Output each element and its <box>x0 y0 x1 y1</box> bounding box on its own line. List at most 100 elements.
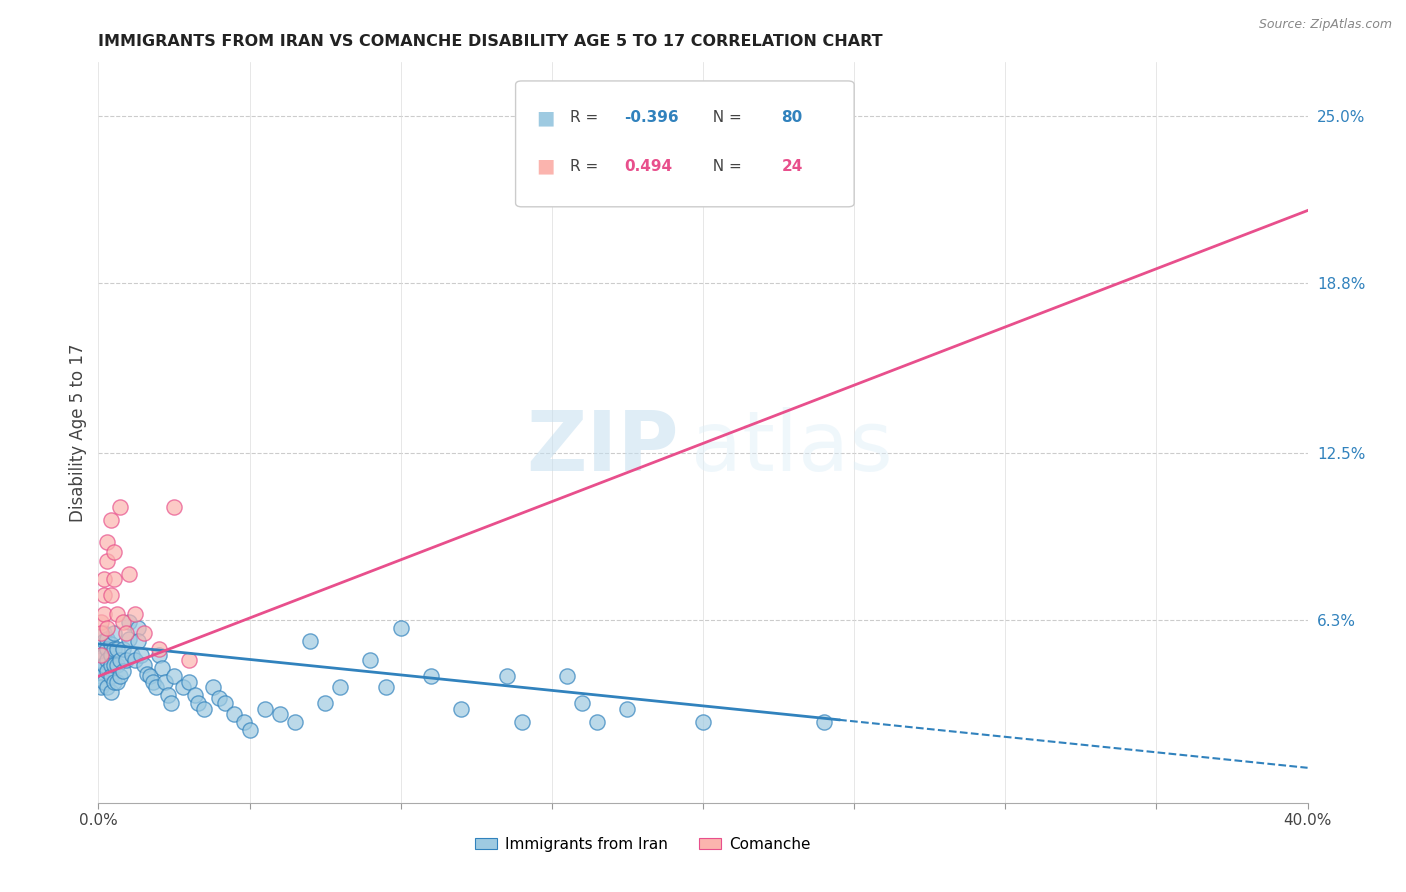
Point <box>93 658 115 673</box>
Point <box>93 626 115 640</box>
Point <box>142 674 165 689</box>
Point <box>105 658 128 673</box>
Point <box>202 680 225 694</box>
Point <box>93 589 115 603</box>
Point <box>156 688 179 702</box>
Point <box>90 661 112 675</box>
Point <box>93 634 115 648</box>
Point <box>105 607 128 622</box>
Point <box>118 632 141 646</box>
Point <box>132 658 155 673</box>
Point <box>90 648 112 662</box>
Point <box>299 634 322 648</box>
Point <box>540 190 562 204</box>
Point <box>813 714 835 729</box>
Point <box>96 553 118 567</box>
Point <box>108 653 131 667</box>
Point <box>314 696 336 710</box>
Point <box>90 648 112 662</box>
Point <box>111 664 134 678</box>
Point <box>420 669 443 683</box>
Point <box>93 572 115 586</box>
Point <box>150 661 173 675</box>
Point <box>127 634 149 648</box>
Point <box>121 648 143 662</box>
Point <box>389 621 412 635</box>
Point <box>96 632 118 646</box>
Point <box>100 685 122 699</box>
Point <box>103 626 125 640</box>
Point <box>118 615 141 630</box>
Point <box>135 666 157 681</box>
Point <box>124 653 146 667</box>
Point <box>148 642 170 657</box>
Text: 24: 24 <box>782 159 803 174</box>
Text: ■: ■ <box>536 109 554 128</box>
Point <box>586 714 609 729</box>
Point <box>224 706 246 721</box>
Point <box>179 674 201 689</box>
Point <box>616 701 638 715</box>
Point <box>111 615 134 630</box>
Legend: Immigrants from Iran, Comanche: Immigrants from Iran, Comanche <box>468 830 817 858</box>
FancyBboxPatch shape <box>516 81 855 207</box>
Point <box>93 648 115 662</box>
Point <box>96 680 118 694</box>
Text: N =: N = <box>703 111 747 126</box>
Point <box>100 513 122 527</box>
Point <box>329 680 352 694</box>
Point <box>153 674 176 689</box>
Point <box>132 626 155 640</box>
Point <box>360 653 382 667</box>
Point <box>93 674 115 689</box>
Point <box>187 696 209 710</box>
Point <box>100 669 122 683</box>
Point <box>105 674 128 689</box>
Point <box>450 701 472 715</box>
Point <box>269 706 291 721</box>
Point <box>111 642 134 657</box>
Y-axis label: Disability Age 5 to 17: Disability Age 5 to 17 <box>69 343 87 522</box>
Point <box>495 669 517 683</box>
Point <box>108 669 131 683</box>
Text: 0.494: 0.494 <box>624 159 672 174</box>
Point <box>103 572 125 586</box>
Point <box>160 696 183 710</box>
Point <box>96 534 118 549</box>
Text: Source: ZipAtlas.com: Source: ZipAtlas.com <box>1258 18 1392 31</box>
Point <box>145 680 167 694</box>
Point <box>374 680 396 694</box>
Point <box>96 621 118 635</box>
Point <box>103 642 125 657</box>
Point <box>100 637 122 651</box>
Point <box>100 658 122 673</box>
Text: R =: R = <box>569 159 603 174</box>
Point <box>124 607 146 622</box>
Point <box>163 500 186 514</box>
Point <box>172 680 194 694</box>
Point <box>103 545 125 559</box>
Point <box>193 701 215 715</box>
Point <box>148 648 170 662</box>
Point <box>93 607 115 622</box>
Text: IMMIGRANTS FROM IRAN VS COMANCHE DISABILITY AGE 5 TO 17 CORRELATION CHART: IMMIGRANTS FROM IRAN VS COMANCHE DISABIL… <box>98 34 883 49</box>
Text: -0.396: -0.396 <box>624 111 679 126</box>
Point <box>114 653 136 667</box>
Point <box>114 626 136 640</box>
Point <box>90 669 112 683</box>
Point <box>100 648 122 662</box>
Point <box>214 696 236 710</box>
Point <box>129 648 152 662</box>
Point <box>184 688 207 702</box>
Point <box>118 566 141 581</box>
Text: atlas: atlas <box>690 407 893 488</box>
Point <box>253 701 276 715</box>
Point <box>103 674 125 689</box>
Point <box>208 690 231 705</box>
Point <box>96 653 118 667</box>
Text: R =: R = <box>569 111 603 126</box>
Point <box>163 669 186 683</box>
Point <box>90 626 112 640</box>
Point <box>232 714 254 729</box>
Point <box>103 658 125 673</box>
